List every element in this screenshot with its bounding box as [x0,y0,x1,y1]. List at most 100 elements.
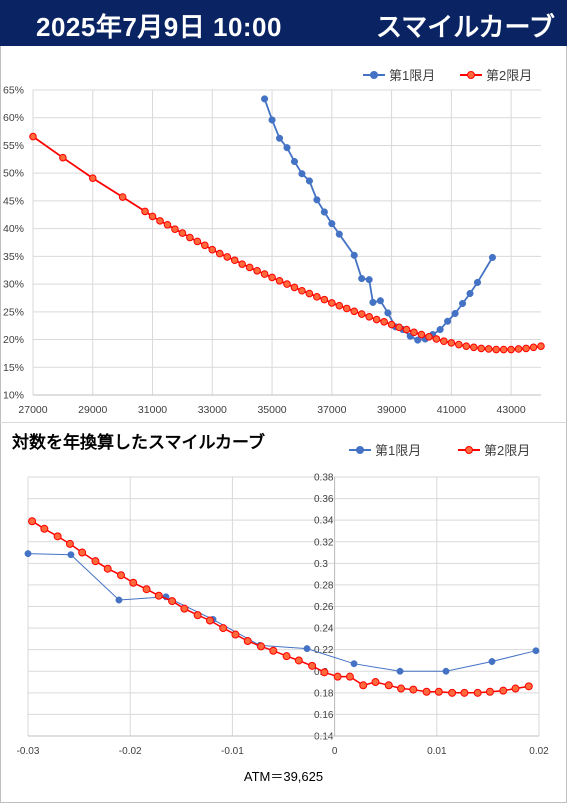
series-line-month1 [27,553,537,672]
data-point-month2 [29,132,37,141]
data-point-month2 [371,678,380,687]
data-point-month2 [78,548,87,557]
data-point-month2 [269,646,278,655]
data-point-month2 [402,325,411,334]
data-point-month1 [488,253,496,262]
data-point-month2 [91,557,100,566]
data-point-month2 [372,315,381,324]
data-point-month2 [260,270,269,278]
data-point-month2 [387,320,396,329]
y-tick-label: 0.16 [314,710,334,721]
x-tick-label: 31000 [138,404,167,416]
data-point-month1 [365,276,373,284]
data-point-month2 [223,253,232,261]
log-chart-title: 対数を年換算したスマイルカーブ [12,433,265,452]
data-point-month2 [455,340,463,349]
y-tick-label: 0.22 [314,645,334,656]
data-point-month1 [328,220,336,228]
data-point-month2 [432,335,441,343]
atm-label: ATM＝39,625 [243,769,324,784]
data-point-month1 [283,144,291,152]
x-tick-label: -0.02 [119,746,142,757]
data-point-month2 [219,624,228,633]
data-point-month2 [522,344,530,353]
data-point-month1 [414,336,422,344]
x-tick-label: 39000 [377,404,406,416]
legend-label: 第2限月 [486,68,532,83]
x-tick-label: 29000 [78,404,107,416]
data-point-month1 [532,647,540,655]
data-point-month1 [436,326,444,334]
y-tick-label: 0.36 [314,494,334,505]
data-point-month2 [447,339,456,347]
y-tick-label: 25% [3,306,24,318]
data-point-month2 [440,337,448,346]
data-point-month2 [485,687,494,696]
data-point-month2 [40,524,49,533]
data-point-month1 [261,95,269,103]
legend-marker [467,71,475,79]
data-point-month1 [298,170,306,178]
data-point-month2 [384,681,393,690]
data-point-month2 [156,217,164,225]
x-tick-label: 37000 [317,404,346,416]
x-tick-label: -0.01 [221,746,244,757]
data-point-month2 [537,342,545,351]
data-point-month1 [384,309,392,317]
data-point-month2 [283,280,291,288]
data-point-month2 [208,245,217,254]
data-point-month2 [231,630,240,639]
data-point-month1 [444,317,452,325]
data-point-month2 [253,266,261,275]
legend-marker [370,71,378,79]
data-point-month2 [484,345,493,353]
data-point-month2 [193,611,202,620]
data-point-month2 [422,687,431,696]
data-point-month2 [186,233,194,242]
x-tick-label: 43000 [497,404,526,416]
data-point-month2 [342,304,351,313]
data-point-month2 [417,330,426,339]
y-tick-label: 65% [3,85,24,97]
x-tick-label: 0 [332,746,338,757]
data-point-month2 [28,517,37,526]
data-point-month1 [473,278,482,286]
data-point-month2 [154,591,163,600]
data-point-month1 [335,230,343,238]
section-divider [0,422,567,423]
y-tick-label: 0.38 [314,473,334,484]
data-point-month1 [451,309,459,318]
data-point-month2 [294,656,303,665]
data-point-month2 [65,539,74,548]
data-point-month2 [410,328,418,337]
data-point-month2 [511,684,520,693]
data-point-month2 [178,229,187,237]
data-point-month2 [117,571,126,580]
data-point-month2 [118,193,127,201]
data-point-month2 [365,313,373,321]
data-point-month1 [275,134,284,142]
data-point-month2 [514,345,523,353]
y-tick-label: 40% [3,223,24,235]
y-tick-label: 0.32 [314,537,334,548]
data-point-month2 [193,237,202,246]
data-point-month2 [320,295,329,304]
data-point-month2 [313,293,321,301]
data-point-month2 [492,345,500,354]
series-line-month2 [31,520,529,694]
data-point-month1 [466,289,474,298]
y-tick-label: 60% [3,112,24,124]
data-point-month1 [115,596,123,604]
data-point-month2 [380,318,388,326]
x-tick-label: 41000 [437,404,466,416]
data-point-month2 [215,249,224,258]
data-point-month2 [282,652,291,661]
data-point-month2 [275,276,284,285]
data-point-month1 [396,667,404,675]
data-point-month2 [308,661,317,670]
data-point-month1 [303,645,311,653]
y-tick-label: 0.14 [314,732,334,743]
data-point-month2 [320,668,329,677]
y-tick-label: 55% [3,140,24,152]
data-point-month2 [350,307,359,316]
